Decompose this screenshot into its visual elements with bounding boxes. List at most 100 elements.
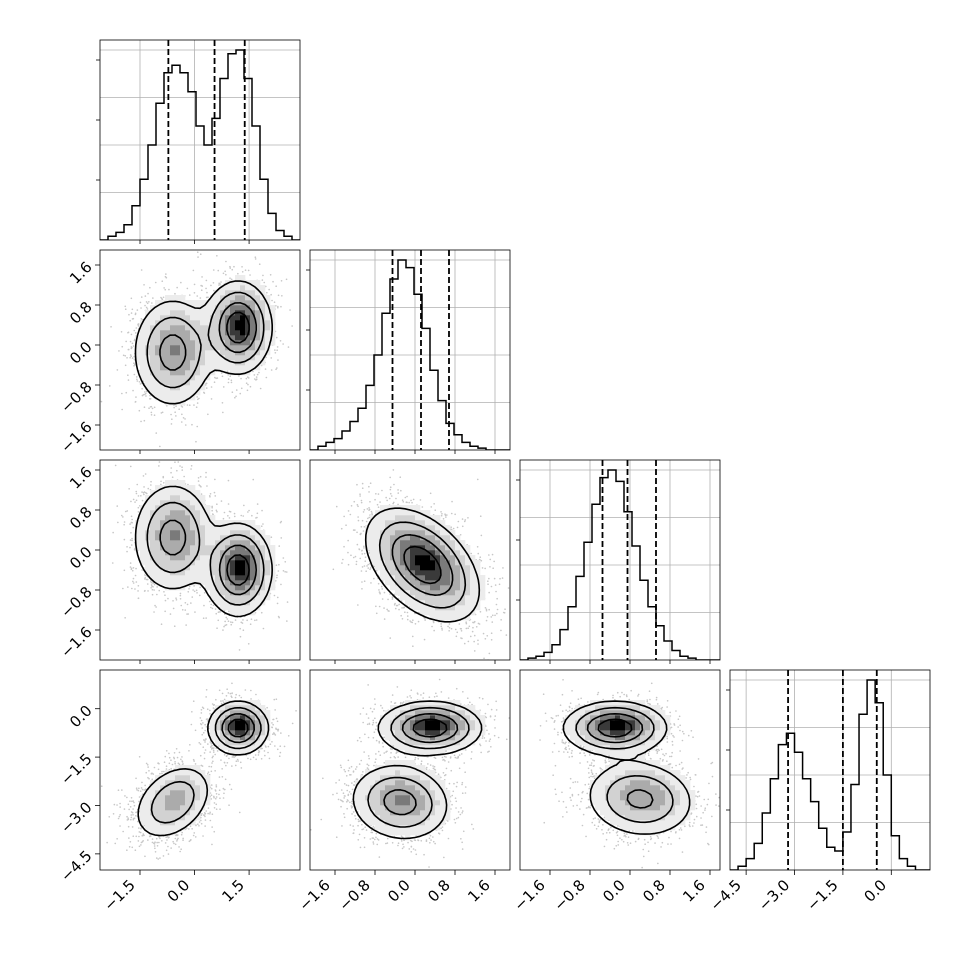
density-cell <box>150 490 156 496</box>
density-cell <box>600 775 606 781</box>
density-cell <box>185 365 191 371</box>
density-cell <box>470 605 476 611</box>
density-cell <box>630 745 636 751</box>
density-cell <box>240 370 246 376</box>
density-cell <box>140 540 146 546</box>
density-cell <box>150 375 156 381</box>
density-cell <box>405 595 411 601</box>
density-cell <box>245 350 251 356</box>
density-cell <box>665 720 671 726</box>
density-cell <box>230 610 236 616</box>
density-cell <box>165 370 171 376</box>
density-cell <box>440 785 446 791</box>
density-cell <box>655 795 661 801</box>
density-cell <box>170 825 176 831</box>
density-cell <box>625 775 631 781</box>
density-cell <box>405 730 411 736</box>
density-cell <box>445 600 451 606</box>
density-cell <box>395 510 401 516</box>
density-cell <box>605 720 611 726</box>
density-cell <box>635 810 641 816</box>
density-cell <box>210 325 216 331</box>
density-cell <box>185 535 191 541</box>
density-cell <box>410 790 416 796</box>
density-cell <box>635 830 641 836</box>
density-cell <box>625 735 631 741</box>
density-cell <box>660 775 666 781</box>
contour-line <box>586 713 654 809</box>
density-cell <box>375 565 381 571</box>
density-cell <box>205 580 211 586</box>
density-cell <box>220 525 226 531</box>
density-cell <box>135 525 141 531</box>
density-cell <box>355 780 361 786</box>
scatter-panel-p0-p3 <box>99 669 301 871</box>
density-cell <box>420 730 426 736</box>
density-cell <box>150 520 156 526</box>
density-cell <box>475 590 481 596</box>
density-cell <box>565 730 571 736</box>
density-cell <box>390 785 396 791</box>
density-cell <box>230 600 236 606</box>
density-cell <box>630 770 636 776</box>
density-cell <box>240 715 246 721</box>
density-cell <box>175 380 181 386</box>
density-cell <box>245 710 251 716</box>
density-cell <box>595 740 601 746</box>
density-cell <box>410 830 416 836</box>
density-cell <box>210 330 216 336</box>
density-cell <box>480 585 486 591</box>
density-cell <box>620 800 626 806</box>
density-cell <box>175 785 181 791</box>
density-cell <box>440 715 446 721</box>
density-cell <box>630 740 636 746</box>
density-cell <box>195 805 201 811</box>
density-cell <box>180 765 186 771</box>
density-cell <box>225 285 231 291</box>
density-cell <box>255 525 261 531</box>
density-cell <box>145 495 151 501</box>
density-cell <box>665 800 671 806</box>
density-cell <box>410 825 416 831</box>
density-cell <box>160 325 166 331</box>
density-cell <box>155 300 161 306</box>
density-cell <box>195 350 201 356</box>
density-cell <box>570 735 576 741</box>
density-cell <box>190 555 196 561</box>
density-cell <box>400 590 406 596</box>
density-cell <box>445 710 451 716</box>
density-cell <box>175 355 181 361</box>
density-cell <box>390 710 396 716</box>
density-cell <box>410 585 416 591</box>
density-cell <box>140 335 146 341</box>
density-cell <box>205 550 211 556</box>
density-cell <box>210 525 216 531</box>
density-cell <box>210 585 216 591</box>
density-cell <box>260 565 266 571</box>
density-cell <box>175 795 181 801</box>
density-cell <box>450 725 456 731</box>
density-cell <box>145 310 151 316</box>
y-tick-label-p1: 1.6 <box>66 258 96 288</box>
density-cell <box>185 525 191 531</box>
density-cell <box>245 595 251 601</box>
density-cell <box>155 790 161 796</box>
density-cell <box>155 385 161 391</box>
density-cell <box>380 550 386 556</box>
density-cell <box>205 345 211 351</box>
density-cell <box>410 605 416 611</box>
density-cell <box>245 570 251 576</box>
density-cell <box>240 610 246 616</box>
y-tick-label-p3: −3.0 <box>57 798 95 836</box>
density-cell <box>445 590 451 596</box>
density-cell <box>230 565 236 571</box>
density-cell <box>405 550 411 556</box>
density-cell <box>615 815 621 821</box>
density-cell <box>455 540 461 546</box>
density-cell <box>620 720 626 726</box>
density-cell <box>410 820 416 826</box>
density-cell <box>380 775 386 781</box>
density-cell <box>620 765 626 771</box>
density-cell <box>630 785 636 791</box>
density-cell <box>160 330 166 336</box>
